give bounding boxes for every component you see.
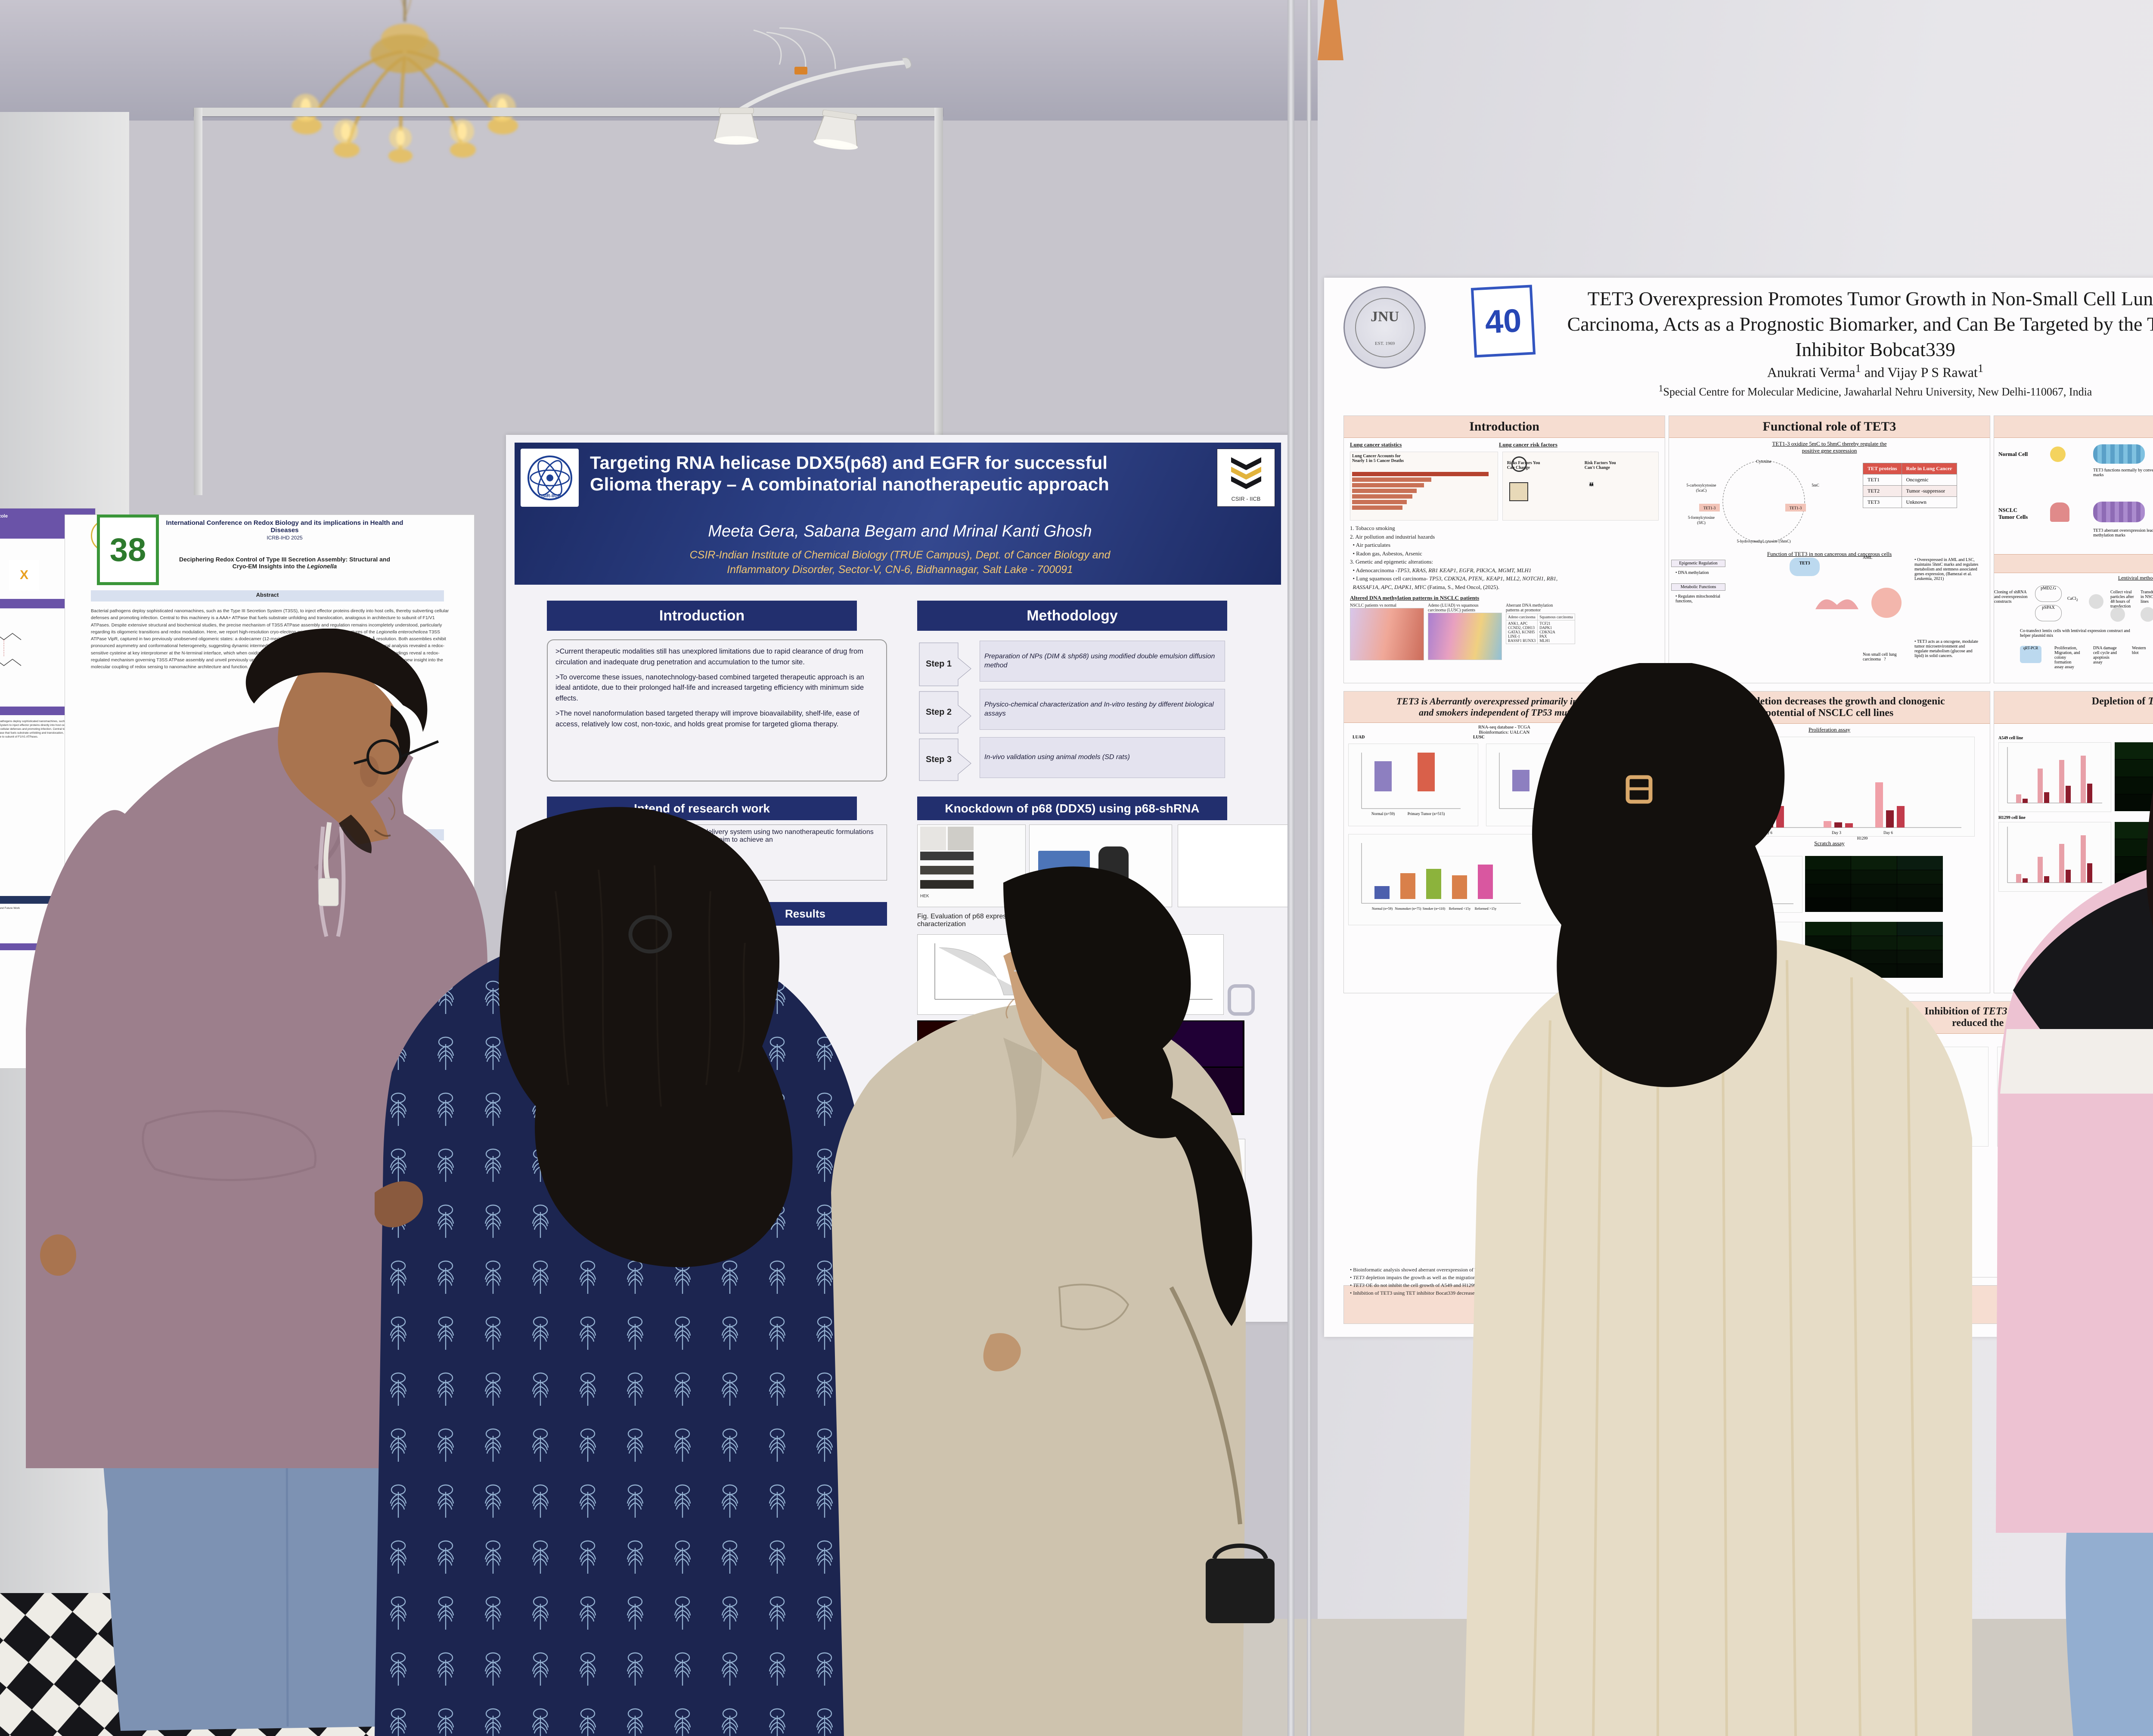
- svg-text:Step 2: Step 2: [926, 707, 952, 717]
- svg-text:JNU: JNU: [1370, 309, 1399, 325]
- svg-text:CSIR-IICB: CSIR-IICB: [539, 493, 561, 499]
- svg-text:Primary Tumor (n=515): Primary Tumor (n=515): [1408, 812, 1445, 816]
- svg-text:5-carboxylcytosine: 5-carboxylcytosine: [1687, 483, 1716, 487]
- svg-text:5mC: 5mC: [1812, 483, 1819, 487]
- svg-text:Normal (n=59): Normal (n=59): [1371, 812, 1395, 816]
- svg-text:(5fC): (5fC): [1697, 521, 1706, 525]
- svg-text:5-hydroxymethyl cytosine (5hmC: 5-hydroxymethyl cytosine (5hmC): [1737, 539, 1791, 543]
- svg-text:Smoker (n=110): Smoker (n=110): [1423, 907, 1446, 911]
- svg-text:EST. 1969: EST. 1969: [1374, 341, 1395, 346]
- svg-text:Step 3: Step 3: [926, 755, 952, 764]
- svg-text:(5caC): (5caC): [1696, 488, 1707, 493]
- svg-text:5-formylcytosine: 5-formylcytosine: [1688, 515, 1715, 520]
- svg-text:Nonsmoker (n=75): Nonsmoker (n=75): [1395, 907, 1421, 911]
- svg-text:Cytosine: Cytosine: [1756, 459, 1771, 464]
- svg-text:TET1-3: TET1-3: [1790, 506, 1802, 510]
- svg-text:TET1-3: TET1-3: [1703, 506, 1716, 510]
- svg-text:Normal (n=59): Normal (n=59): [1372, 907, 1393, 911]
- svg-text:Step 1: Step 1: [926, 659, 952, 669]
